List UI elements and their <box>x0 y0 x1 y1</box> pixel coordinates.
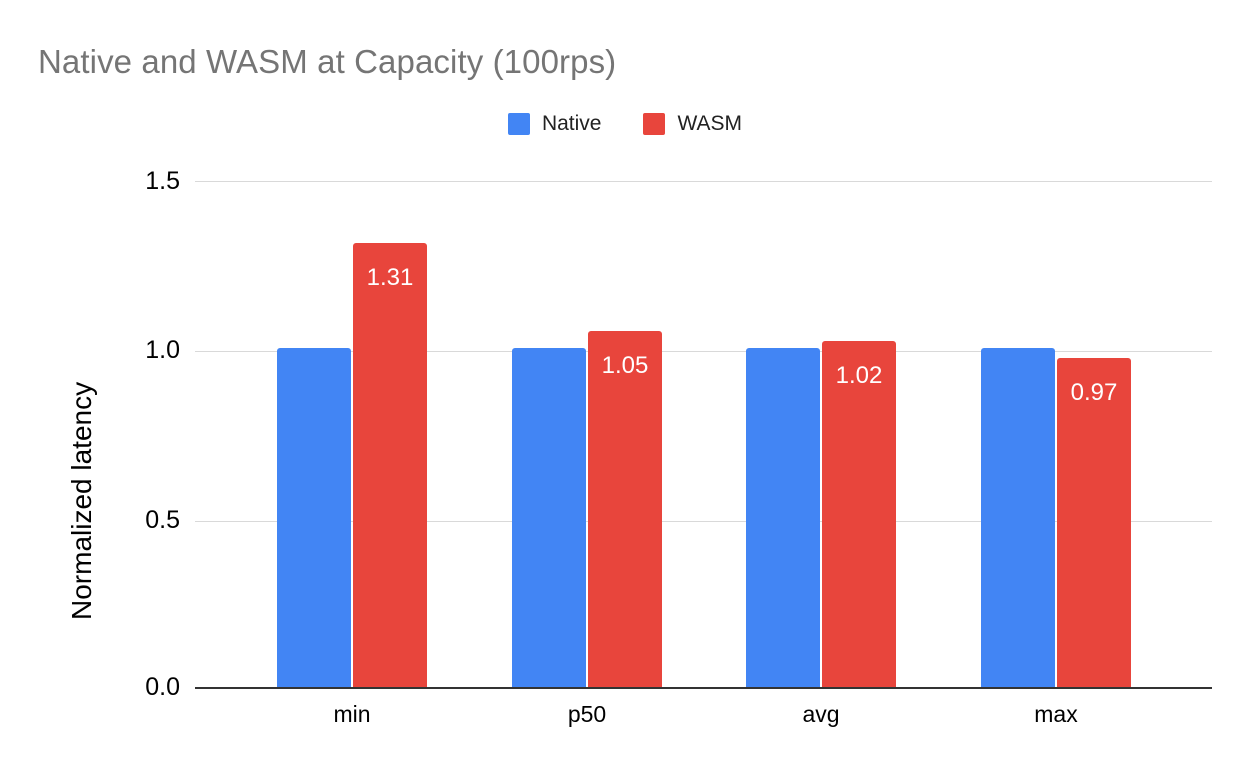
y-tick-label-0_0: 0.0 <box>145 673 180 701</box>
bar-wasm-max[interactable]: 0.97 <box>1057 358 1131 688</box>
bar-native-max[interactable] <box>981 348 1055 688</box>
bar-wasm-avg[interactable]: 1.02 <box>822 341 896 688</box>
bar-value-wasm-avg: 1.02 <box>835 362 883 389</box>
plot-area: 1.31 1.05 1.02 0.97 <box>195 181 1212 688</box>
legend-entry-native[interactable]: Native <box>507 112 602 135</box>
gridline-1_5 <box>195 181 1212 182</box>
y-axis-title: Normalized latency <box>66 381 97 620</box>
x-tick-label-max: max <box>1034 701 1078 727</box>
bar-wasm-min[interactable]: 1.31 <box>353 243 427 688</box>
bar-value-wasm-p50: 1.05 <box>601 352 649 379</box>
bar-wasm-p50[interactable]: 1.05 <box>588 331 662 688</box>
chart-title: Native and WASM at Capacity (100rps) <box>38 43 617 80</box>
bar-group-p50: 1.05 <box>512 181 662 688</box>
legend-swatch-native-icon <box>507 113 530 135</box>
legend-label-native: Native <box>541 112 602 135</box>
x-tick-label-min: min <box>333 701 371 727</box>
bar-native-avg[interactable] <box>746 348 820 688</box>
x-tick-label-avg: avg <box>802 701 840 727</box>
bar-value-wasm-min: 1.31 <box>366 264 414 291</box>
bar-value-wasm-max: 0.97 <box>1070 379 1118 406</box>
legend-label-wasm: WASM <box>677 112 743 135</box>
y-tick-label-1_5: 1.5 <box>145 167 180 195</box>
legend-swatch-wasm-icon <box>643 113 666 135</box>
x-tick-label-p50: p50 <box>567 701 607 727</box>
legend-entry-wasm[interactable]: WASM <box>643 113 742 135</box>
bar-native-p50[interactable] <box>512 348 586 688</box>
y-tick-label-0_5: 0.5 <box>145 506 180 534</box>
gridline-0_5 <box>195 521 1212 522</box>
bar-group-avg: 1.02 <box>746 181 896 688</box>
bar-group-min: 1.31 <box>277 181 427 688</box>
bar-native-min[interactable] <box>277 348 351 688</box>
gridline-1_0 <box>195 351 1212 352</box>
x-axis-line <box>195 687 1212 689</box>
y-tick-label-1_0: 1.0 <box>145 336 180 364</box>
chart-legend: Native WASM <box>0 113 1250 135</box>
bar-group-max: 0.97 <box>981 181 1131 688</box>
